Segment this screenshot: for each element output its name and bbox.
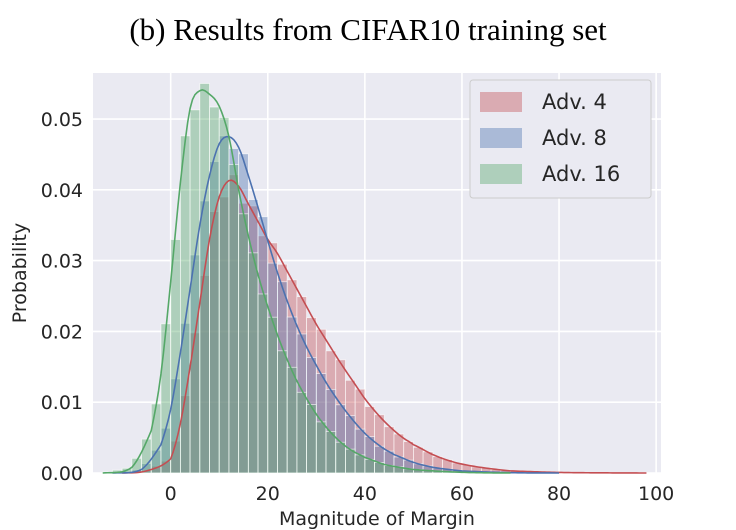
chart-title: (b) Results from CIFAR10 training set bbox=[129, 12, 607, 47]
legend-swatch bbox=[480, 92, 522, 112]
histogram-bar bbox=[257, 293, 269, 474]
histogram-bar bbox=[286, 366, 298, 474]
histogram-bar bbox=[218, 117, 230, 474]
y-axis-ticks: 0.00 0.01 0.02 0.03 0.04 0.05 bbox=[41, 109, 83, 485]
histogram-bar bbox=[296, 391, 308, 474]
legend-swatch bbox=[480, 164, 522, 184]
histogram-bar bbox=[364, 458, 375, 474]
legend-box bbox=[469, 79, 652, 199]
y-tick-label: 0.00 bbox=[41, 463, 83, 485]
histogram-bar bbox=[199, 83, 210, 474]
x-tick-label: 60 bbox=[450, 483, 474, 505]
histogram-bar bbox=[247, 252, 259, 474]
histogram-bar bbox=[267, 316, 278, 474]
histogram-bar bbox=[189, 109, 201, 474]
histogram-bar bbox=[228, 164, 240, 474]
x-tick-label: 0 bbox=[165, 483, 177, 505]
histogram-bar bbox=[238, 213, 249, 474]
histogram-bar bbox=[150, 403, 162, 474]
histogram-bar bbox=[354, 454, 366, 474]
histogram-bar bbox=[179, 135, 191, 474]
histogram-bars bbox=[102, 83, 599, 474]
density-curve bbox=[112, 135, 560, 474]
y-tick-label: 0.04 bbox=[41, 180, 83, 202]
x-tick-label: 80 bbox=[547, 483, 571, 505]
y-tick-label: 0.02 bbox=[41, 321, 83, 343]
legend: Adv. 4 Adv. 8 Adv. 16 bbox=[469, 79, 652, 199]
histogram-bar bbox=[160, 323, 172, 474]
x-tick-label: 20 bbox=[256, 483, 280, 505]
x-axis-label: Magnitude of Margin bbox=[279, 508, 475, 530]
y-tick-label: 0.01 bbox=[41, 392, 83, 414]
histogram-bar bbox=[345, 448, 356, 474]
x-tick-label: 40 bbox=[353, 483, 377, 505]
histogram-bar bbox=[315, 421, 327, 474]
y-tick-label: 0.03 bbox=[41, 251, 83, 273]
legend-label: Adv. 4 bbox=[542, 90, 607, 114]
y-tick-label: 0.05 bbox=[41, 109, 83, 131]
histogram-bar bbox=[306, 404, 317, 474]
x-axis-ticks: 0 20 40 60 80 100 bbox=[165, 483, 675, 505]
histogram-bar bbox=[335, 441, 346, 474]
density-curves bbox=[102, 89, 647, 474]
legend-swatch bbox=[480, 128, 522, 148]
legend-label: Adv. 16 bbox=[542, 162, 620, 186]
y-axis-label: Probability bbox=[9, 223, 31, 323]
density-curve bbox=[102, 89, 511, 474]
histogram-bar bbox=[209, 106, 220, 474]
histogram-bar bbox=[325, 431, 337, 474]
x-tick-label: 100 bbox=[638, 483, 674, 505]
legend-label: Adv. 8 bbox=[542, 126, 607, 150]
histogram-bar bbox=[277, 350, 288, 474]
